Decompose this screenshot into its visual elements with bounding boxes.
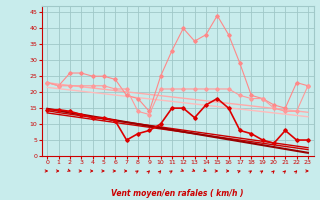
Text: Vent moyen/en rafales ( km/h ): Vent moyen/en rafales ( km/h ) (111, 189, 244, 198)
